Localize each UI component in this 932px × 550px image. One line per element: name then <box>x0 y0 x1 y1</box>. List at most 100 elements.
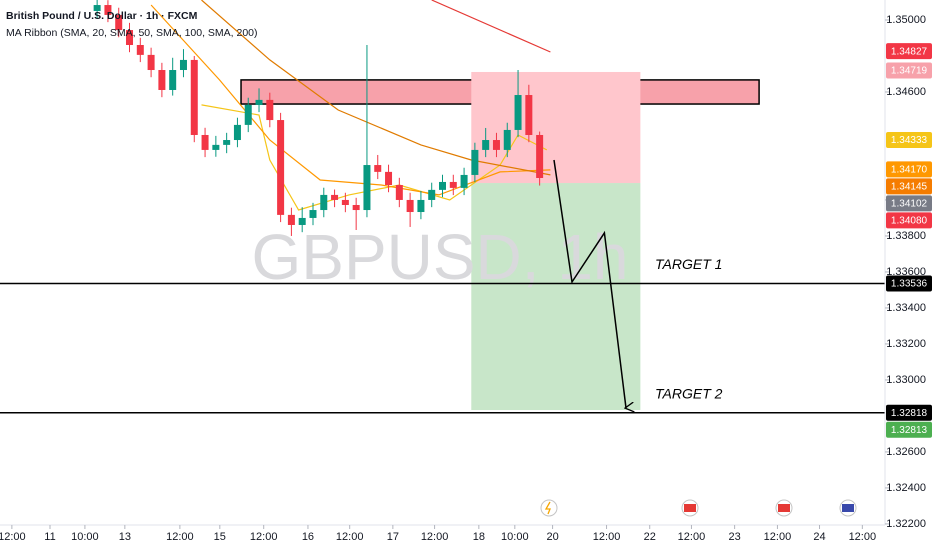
candle-body <box>266 99 274 121</box>
moving-average <box>201 104 548 211</box>
candle-body <box>309 210 317 218</box>
y-tick-label: 1.33200 <box>886 338 926 350</box>
chart-title: British Pound / U.S. Dollar · 1h · FXCM <box>6 10 198 22</box>
candle-body <box>374 165 382 172</box>
candle-body <box>331 194 339 200</box>
candle-body <box>136 44 144 55</box>
candle-body <box>460 174 468 188</box>
candle-body <box>341 199 349 205</box>
candle-body <box>244 104 252 125</box>
price-tag-label: 1.34827 <box>891 46 928 57</box>
x-tick-label: 12:00 <box>250 531 278 543</box>
x-tick-label: 12:00 <box>0 531 26 543</box>
x-tick-label: 10:00 <box>71 531 99 543</box>
y-tick-label: 1.35000 <box>886 14 926 26</box>
candle-body <box>417 199 425 213</box>
candle-body <box>201 134 209 150</box>
event-icons <box>540 499 857 517</box>
candle-body <box>482 140 490 150</box>
target-label: TARGET 2 <box>655 385 723 401</box>
candle-body <box>223 140 231 145</box>
price-tag-label: 1.34102 <box>891 199 928 210</box>
moving-average <box>201 0 551 176</box>
candle-body <box>439 181 446 190</box>
y-tick-label: 1.32400 <box>886 482 926 494</box>
event-icon <box>544 501 551 515</box>
candle-body <box>449 181 457 188</box>
price-tag-label: 1.32818 <box>891 408 928 419</box>
price-tag <box>886 161 932 178</box>
candle-body <box>352 204 360 211</box>
x-tick-label: 17 <box>387 531 399 543</box>
price-tag-label: 1.34333 <box>891 135 928 146</box>
candle-body <box>406 199 414 213</box>
x-tick-label: 12:00 <box>849 531 877 543</box>
x-tick-label: 18 <box>473 531 485 543</box>
y-tick-label: 1.33000 <box>886 374 926 386</box>
candle-body <box>126 30 134 45</box>
candle-body <box>514 95 522 130</box>
zone <box>471 71 641 184</box>
event-icon[interactable] <box>540 499 558 517</box>
price-tag <box>886 212 932 229</box>
indicator-legend: MA Ribbon (SMA, 20, SMA, 50, SMA, 100, S… <box>6 27 258 39</box>
candle-body <box>385 171 393 186</box>
candle-body <box>169 70 177 90</box>
price-tag <box>886 404 932 421</box>
y-tick-label: 1.34600 <box>886 86 926 98</box>
candle-body <box>233 124 241 141</box>
zone <box>471 183 641 410</box>
x-tick-label: 10:00 <box>501 531 529 543</box>
price-tag-label: 1.34719 <box>891 66 928 77</box>
x-tick-label: 20 <box>546 531 558 543</box>
candle-body <box>536 134 544 178</box>
candle-body <box>428 189 436 200</box>
candle-body <box>320 194 328 211</box>
candle-body <box>115 14 123 31</box>
x-tick-label: 24 <box>813 531 825 543</box>
candle-body <box>158 70 166 90</box>
x-tick-label: 15 <box>214 531 226 543</box>
candle-body <box>395 185 403 200</box>
watermark: GBPUSD, 1h <box>251 221 628 293</box>
candle-body <box>212 144 220 150</box>
x-tick-label: 12:00 <box>764 531 792 543</box>
candle-body <box>104 5 112 15</box>
flag-icon <box>684 504 696 512</box>
candle-body <box>277 120 285 215</box>
x-tick-label: 11 <box>44 531 55 543</box>
price-tag <box>886 132 932 149</box>
y-tick-label: 1.32600 <box>886 446 926 458</box>
price-tag <box>886 43 932 60</box>
price-tag-label: 1.32813 <box>891 425 928 436</box>
candle-body <box>503 129 511 150</box>
price-tag-label: 1.34145 <box>891 182 928 193</box>
price-tag-label: 1.34080 <box>891 216 928 227</box>
projection-arrow <box>553 159 626 408</box>
target-label: TARGET 1 <box>655 256 722 272</box>
x-tick-label: 22 <box>644 531 656 543</box>
y-tick-label: 1.33400 <box>886 302 926 314</box>
candle-body <box>492 140 500 150</box>
x-tick-label: 12:00 <box>678 531 706 543</box>
moving-average <box>150 4 551 196</box>
flag-icon <box>778 504 790 512</box>
candle-body <box>93 5 101 11</box>
candle-body <box>525 95 533 135</box>
price-tag <box>886 178 932 195</box>
x-tick-label: 12:00 <box>593 531 621 543</box>
x-tick-label: 12:00 <box>336 531 364 543</box>
x-tick-label: 23 <box>728 531 740 543</box>
moving-average <box>431 0 551 53</box>
x-tick-label: 13 <box>119 531 131 543</box>
price-tag <box>886 421 932 438</box>
flag-icon <box>842 504 854 512</box>
price-tag-label: 1.33536 <box>891 279 928 290</box>
x-tick-label: 16 <box>302 531 314 543</box>
price-tag <box>886 62 932 79</box>
x-tick-label: 12:00 <box>166 531 194 543</box>
y-tick-label: 1.33600 <box>886 266 926 278</box>
price-tag <box>886 195 932 212</box>
candle-body <box>287 214 295 225</box>
